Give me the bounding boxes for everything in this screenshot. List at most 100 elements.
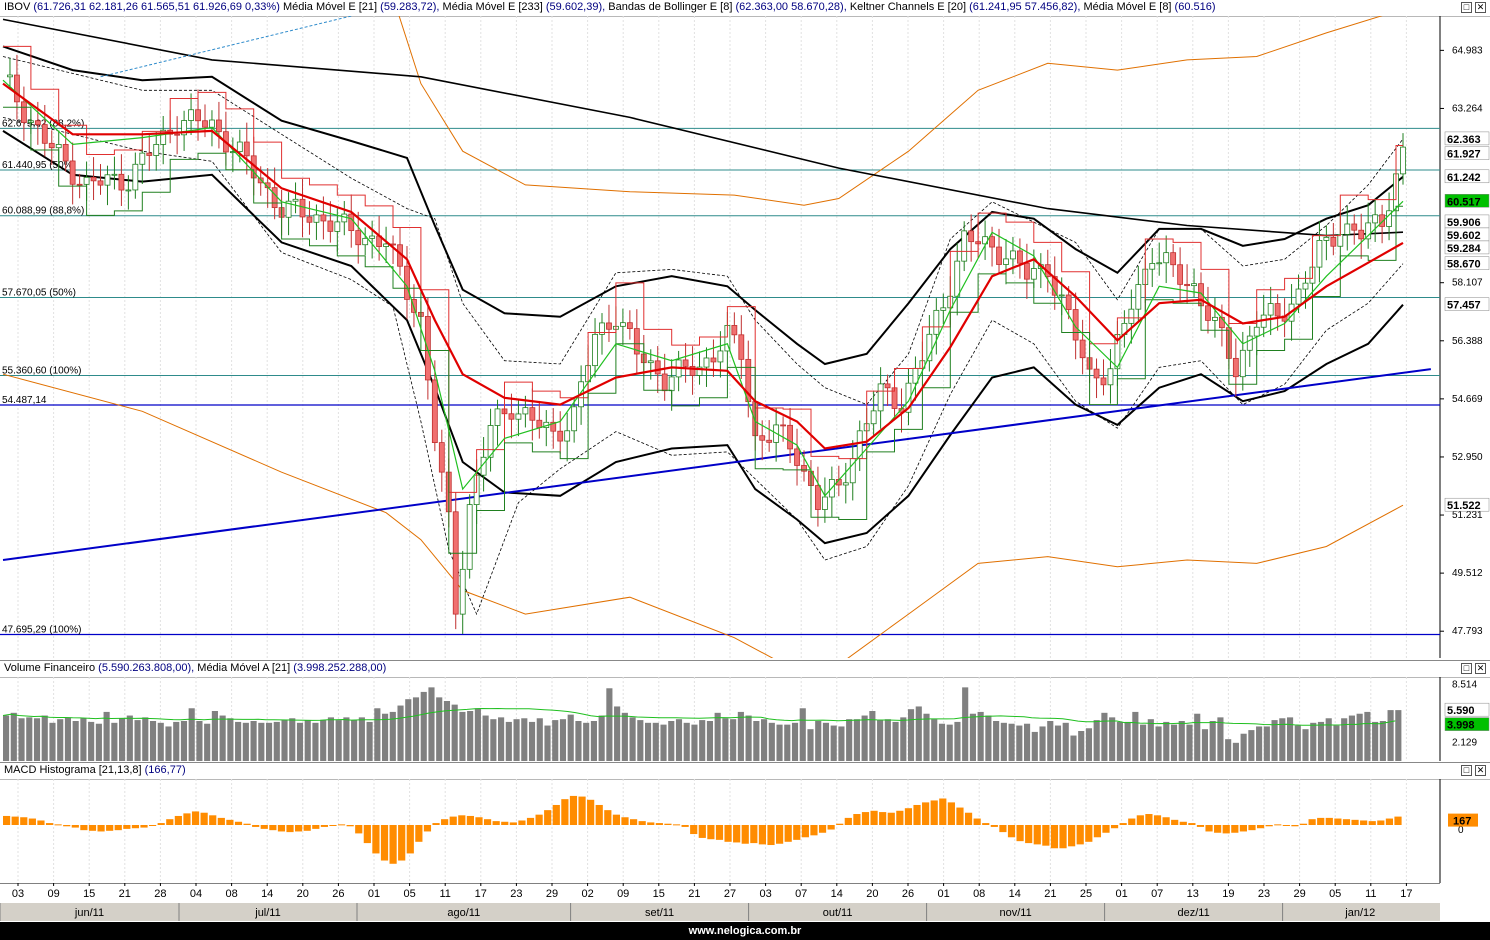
volume-bar: [938, 723, 946, 761]
volume-bar: [72, 721, 79, 761]
macd-bar: [11, 816, 19, 825]
macd-bar: [1291, 825, 1299, 827]
volume-bar: [1286, 717, 1294, 761]
macd-close-button[interactable]: ✕: [1475, 765, 1486, 776]
macd-bar: [1360, 820, 1368, 825]
volume-close-button[interactable]: ✕: [1475, 663, 1486, 674]
candle: [592, 333, 598, 367]
candle: [153, 144, 160, 156]
volume-bar: [761, 719, 768, 761]
macd-bar: [1308, 819, 1316, 825]
indicator-name: Média Móvel E [21]: [282, 1, 381, 13]
volume-bar: [559, 719, 567, 761]
x-tick-label: 09: [47, 888, 59, 900]
macd-bar: [355, 825, 363, 834]
x-tick-label: 07: [1151, 888, 1163, 900]
macd-bar: [415, 825, 423, 842]
x-tick-label: 17: [1400, 888, 1412, 900]
volume-bar: [1225, 739, 1232, 761]
volume-bar: [505, 721, 512, 761]
price-badge-label: 60.517: [1447, 196, 1481, 208]
volume-bar: [1008, 723, 1015, 761]
maximize-button[interactable]: □: [1461, 2, 1472, 13]
x-tick-label: 11: [439, 888, 450, 900]
volume-bar: [1170, 724, 1178, 761]
macd-bar: [810, 825, 818, 836]
volume-bar: [1294, 725, 1301, 761]
volume-name: Volume Financeiro: [4, 662, 96, 674]
macd-bar: [1222, 825, 1230, 834]
volume-bar: [265, 722, 273, 761]
volume-bar: [536, 718, 543, 761]
macd-bar: [1248, 825, 1256, 831]
macd-bar: [801, 825, 809, 838]
macd-bar: [183, 813, 191, 825]
volume-bar: [142, 717, 149, 761]
candle: [1212, 316, 1218, 321]
candle: [1017, 250, 1023, 264]
macd-badge-label: 167: [1453, 816, 1471, 828]
volume-bar: [366, 721, 373, 761]
volume-badge-label: 3.998: [1447, 720, 1475, 732]
macd-bar: [1059, 825, 1067, 849]
macd-bar: [1214, 825, 1222, 833]
macd-bar: [578, 796, 586, 825]
macd-bar: [226, 819, 234, 825]
volume-bar: [420, 691, 427, 761]
volume-bar: [1325, 718, 1332, 761]
candle: [327, 220, 334, 232]
macd-bar: [638, 821, 646, 825]
macd-bar: [157, 823, 165, 825]
macd-bar: [518, 820, 526, 825]
volume-bar: [235, 721, 242, 761]
macd-bar: [904, 808, 913, 825]
close-button[interactable]: ✕: [1475, 2, 1486, 13]
macd-bar: [106, 825, 114, 831]
candle: [1253, 326, 1260, 337]
candle: [209, 119, 215, 128]
volume-bar: [397, 705, 404, 761]
candle: [369, 235, 376, 239]
volume-bar: [1132, 711, 1139, 761]
volume-bar: [776, 724, 783, 761]
candle: [996, 246, 1002, 265]
fib-label: 55.360,60 (100%): [2, 365, 82, 376]
volume-bar: [513, 719, 520, 761]
volume-bar: [923, 713, 930, 761]
macd-bar: [458, 815, 466, 825]
macd-bar: [63, 825, 71, 827]
candle: [522, 407, 529, 415]
macd-bar: [277, 825, 286, 832]
volume-bar: [683, 722, 690, 761]
volume-bar: [1194, 713, 1201, 761]
candle: [83, 176, 90, 185]
x-tick-label: 01: [937, 888, 949, 900]
volume-bar: [745, 715, 752, 761]
candle: [243, 141, 250, 157]
volume-bar: [436, 697, 443, 761]
candle: [1100, 377, 1107, 386]
candle: [620, 322, 626, 327]
volume-bar: [1000, 722, 1007, 761]
macd-maximize-button[interactable]: □: [1461, 765, 1472, 776]
volume-bar: [119, 718, 126, 761]
macd-bar: [544, 810, 552, 825]
price-chart[interactable]: 64.983 63.264 58.107 56.388 54.669 52.950 51.2…: [0, 16, 1490, 658]
candle: [1107, 368, 1114, 386]
volume-maximize-button[interactable]: □: [1461, 663, 1472, 674]
volume-chart[interactable]: 8.514 2.129 5.590 3.998: [0, 677, 1490, 761]
candle: [1072, 309, 1079, 341]
y-tick-label: 47.793: [1452, 626, 1483, 637]
volume-ma-line: [2, 707, 1396, 726]
macd-bar: [1162, 817, 1170, 825]
macd-bar: [758, 825, 767, 845]
volume-bar: [26, 717, 33, 761]
macd-bar: [1102, 825, 1110, 833]
month-label: jun/11: [74, 907, 104, 919]
candle: [599, 322, 605, 335]
macd-bar: [149, 825, 157, 826]
volume-bar: [606, 688, 613, 761]
candle: [870, 410, 877, 425]
candle: [459, 568, 466, 615]
